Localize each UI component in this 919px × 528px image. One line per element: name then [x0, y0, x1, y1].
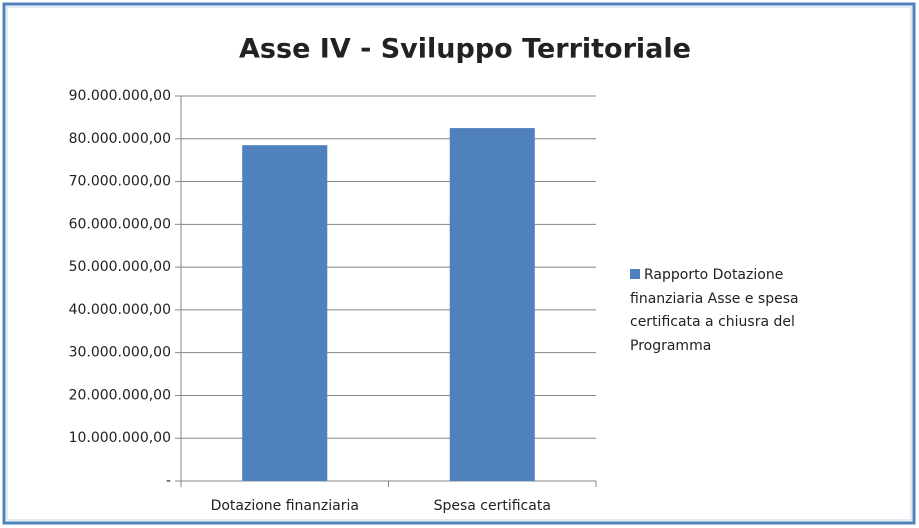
- y-tick-label: 90.000.000,00: [69, 88, 171, 104]
- y-tick-label: 50.000.000,00: [69, 259, 171, 275]
- y-tick-label: -: [166, 473, 171, 489]
- x-tick-label: Dotazione finanziaria: [211, 498, 359, 514]
- y-tick-label: 10.000.000,00: [69, 430, 171, 446]
- y-tick-label: 30.000.000,00: [69, 345, 171, 361]
- y-tick-label: 70.000.000,00: [69, 174, 171, 190]
- y-tick-label: 80.000.000,00: [69, 131, 171, 147]
- bar: [242, 145, 328, 481]
- chart-title: Asse IV - Sviluppo Territoriale: [239, 34, 691, 65]
- x-tick-label: Spesa certificata: [434, 498, 551, 514]
- legend: Rapporto Dotazione finanziaria Asse e sp…: [630, 264, 860, 358]
- chart-frame-inner: [6, 6, 912, 521]
- bar: [449, 128, 535, 482]
- legend-swatch: [630, 269, 640, 279]
- y-tick-label: 60.000.000,00: [69, 216, 171, 232]
- legend-label: Rapporto Dotazione finanziaria Asse e sp…: [630, 267, 799, 354]
- y-tick-label: 40.000.000,00: [69, 302, 171, 318]
- y-tick-label: 20.000.000,00: [69, 387, 171, 403]
